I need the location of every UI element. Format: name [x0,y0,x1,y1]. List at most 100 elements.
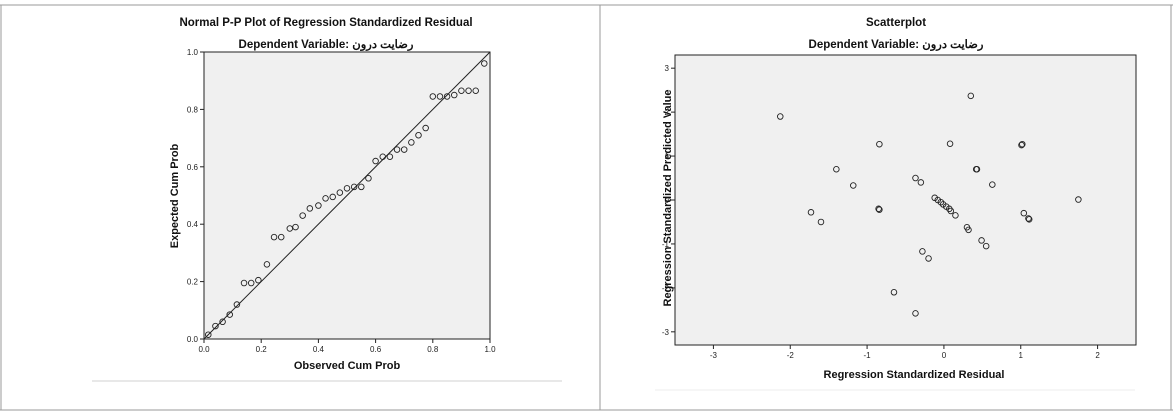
data-point [1018,141,1025,149]
data-point [1020,209,1028,217]
data-point [472,87,479,94]
pp-y-axis-label: Expected Cum Prob [169,143,181,248]
x-tick-label: 1 [1019,351,1024,360]
data-point [890,289,898,296]
x-tick-label: -1 [864,351,872,360]
data-point [306,205,314,212]
data-point [379,153,387,161]
data-point [1075,196,1082,203]
data-point [247,279,255,287]
residual-scatterplot: Scatterplot Dependent Variable: رضایت در… [662,17,1137,381]
data-point [436,93,444,100]
y-tick-label: 1.0 [187,48,199,57]
y-tick-label: 0.8 [187,105,199,114]
x-tick-label: 0.6 [370,345,382,354]
data-point [270,233,278,241]
data-point [465,87,472,94]
data-point [393,146,401,153]
y-tick-label: 3 [665,64,670,73]
data-point [286,225,294,232]
data-point [336,189,344,196]
data-point [329,193,336,201]
scatter-x-axis-label: Regression Standardized Residual [824,369,1005,381]
data-point [408,139,415,146]
x-tick-label: 1.0 [484,345,496,354]
data-point [205,331,212,338]
data-point [917,179,925,186]
data-point [422,124,429,132]
x-tick-label: 0.8 [427,345,439,354]
data-point [458,87,465,94]
x-tick-label: -3 [710,351,718,360]
scatter-points [777,92,1082,317]
x-tick-label: 0.2 [256,345,268,354]
scatter-chart-subtitle: Dependent Variable: رضایت درون [809,38,984,52]
data-point [912,310,919,317]
data-point [400,146,408,153]
x-tick-label: 0 [942,351,947,360]
data-point [233,301,241,308]
data-point [481,60,488,67]
data-point [299,212,306,219]
pp-x-axis-label: Observed Cum Prob [294,360,401,372]
pp-plot: Normal P-P Plot of Regression Standardiz… [169,17,496,372]
data-point [947,207,955,215]
y-tick-label: -2 [662,284,670,293]
data-point [350,183,358,191]
x-tick-label: 2 [1095,351,1100,360]
data-point [255,276,262,284]
pp-reference-line [203,51,491,340]
pp-chart-title: Normal P-P Plot of Regression Standardiz… [179,17,472,29]
data-point [876,206,883,213]
data-point [226,311,233,318]
data-point [967,92,975,100]
data-point [219,318,226,326]
data-point [372,157,379,165]
y-tick-label: 0.6 [187,163,199,172]
data-point [358,183,365,191]
data-point [1025,215,1032,222]
y-tick-label: -1 [662,240,670,249]
data-point [833,165,840,173]
data-point [850,182,857,189]
y-tick-label: 2 [665,108,670,117]
data-point [322,195,329,202]
data-point [952,212,959,219]
scatter-plot-area [674,54,1137,346]
data-point [277,233,285,241]
x-tick-label: 0.4 [313,345,325,354]
x-tick-label: -2 [787,351,795,360]
data-point [982,242,990,250]
data-point [777,113,784,120]
data-point [365,175,372,182]
scatter-chart-title: Scatterplot [866,17,926,29]
y-tick-label: -3 [662,328,670,337]
data-point [817,218,825,226]
y-tick-label: 0.4 [187,220,199,229]
scatter-ticks: -3 -2 -1 0 1 2 -3 -2 -1 0 1 2 3 [662,64,1100,360]
data-point [443,93,451,100]
data-point [925,255,932,262]
data-point [946,140,954,148]
data-point [415,131,422,139]
data-point [978,237,985,244]
y-tick-label: 0.2 [187,278,199,287]
data-point [875,205,882,213]
data-point [876,140,883,148]
x-tick-label: 0.0 [198,345,210,354]
data-point [937,198,945,206]
y-tick-label: 1 [665,152,670,161]
pp-chart-subtitle: Dependent Variable: رضایت درون [239,38,414,52]
data-point [240,279,248,287]
data-point [386,153,394,161]
data-point [263,261,271,268]
data-point [212,322,219,330]
data-point [919,248,926,255]
data-point [343,185,351,192]
data-point [807,209,815,216]
data-point [912,174,919,182]
data-point [989,181,996,188]
y-tick-label: 0.0 [187,335,199,344]
